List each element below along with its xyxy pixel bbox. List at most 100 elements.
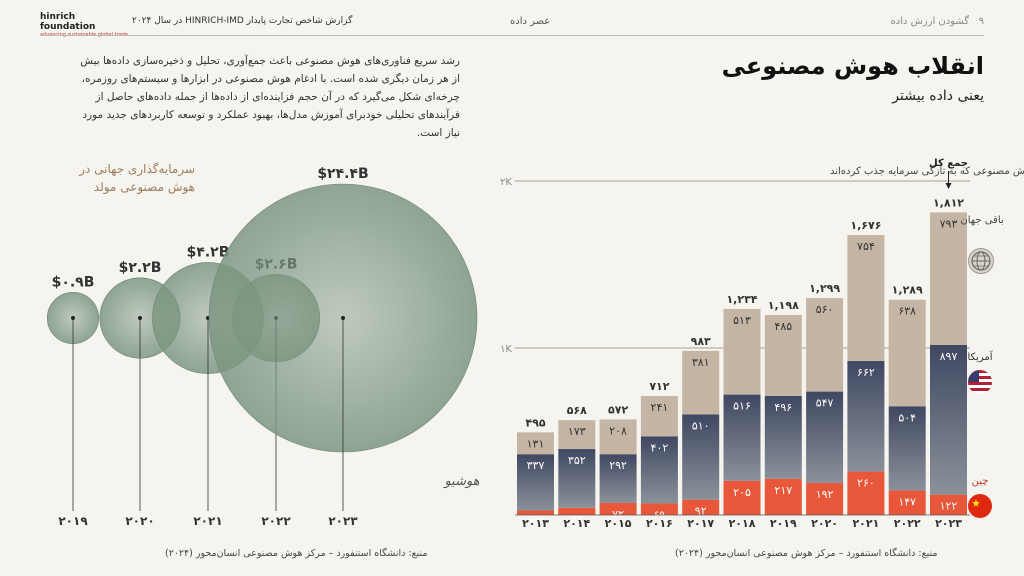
bar-label-2-2: ۲۰۸ <box>609 424 627 437</box>
bar-label-2-7: ۵۶۰ <box>816 303 834 316</box>
bar-2-10 <box>930 212 967 345</box>
legend-china: چین <box>971 476 989 487</box>
bar-2-6 <box>764 314 802 396</box>
bar-label-2-8: ۷۵۴ <box>857 240 875 253</box>
total-label: جمع کل <box>929 158 968 169</box>
bar-year-0: ۲۰۱۳ <box>522 517 549 530</box>
bar-0-1 <box>558 507 596 515</box>
bar-total-4: ۹۸۳ <box>691 335 711 348</box>
intro-paragraph: رشد سریع فناوری‌های هوش مصنوعی باعث جمع‌… <box>80 55 460 139</box>
bar-2-7 <box>806 298 844 392</box>
page-number: ۹ <box>978 16 984 27</box>
bar-2-4 <box>682 350 720 415</box>
bar-label-0-10: ۱۲۲ <box>940 500 958 513</box>
bar-label-2-10: ۷۹۳ <box>940 217 958 230</box>
bar-label-1-8: ۶۶۲ <box>857 366 875 379</box>
bar-1-8 <box>847 361 885 472</box>
bar-label-0-6: ۲۱۷ <box>774 484 792 497</box>
bar-2-8 <box>847 235 885 362</box>
bar-2-2 <box>599 419 637 455</box>
bar-total-8: ۱,۶۷۶ <box>850 219 881 232</box>
bar-label-1-7: ۵۴۷ <box>816 397 834 410</box>
bubble-dot-4 <box>341 316 345 320</box>
bar-total-2: ۵۷۲ <box>608 403 628 416</box>
bar-label-2-4: ۳۸۱ <box>692 356 710 369</box>
section-label: عصر داده <box>510 16 551 27</box>
bar-label-1-0: ۳۳۷ <box>527 459 545 472</box>
bar-0-10 <box>930 494 967 515</box>
bar-total-6: ۱,۱۹۸ <box>768 299 799 312</box>
bar-label-1-3: ۴۰۲ <box>651 441 669 454</box>
bar-year-9: ۲۰۲۲ <box>894 517 921 530</box>
bar-1-0 <box>517 454 554 511</box>
bar-total-10: ۱,۸۱۲ <box>933 196 964 209</box>
bubble-label-4: $۲۴.۴B <box>317 166 368 182</box>
bar-1-10 <box>930 344 967 495</box>
bar-label-2-0: ۱۳۱ <box>527 437 545 450</box>
stacked-bar-chart: ۱K ۲K تعداد شرکت‌های هوش مصنوعی که به تازگ… <box>500 158 1024 530</box>
gridline-label-0: ۱K <box>500 344 512 355</box>
bar-year-6: ۲۰۱۹ <box>770 517 797 530</box>
legend-usa: آمریکا <box>967 352 993 363</box>
bar-label-0-9: ۱۴۷ <box>898 495 916 508</box>
bar-label-1-4: ۵۱۰ <box>692 419 710 432</box>
page-section: گشودن ارزش داده <box>890 16 970 27</box>
bubble-chart: $۰.۹B۲۰۱۹$۲.۲B۲۰۲۰$۴.۲B۲۰۲۱$۲.۶B۲۰۲۲$۲۴.… <box>46 166 480 528</box>
bar-label-2-3: ۲۴۱ <box>651 401 669 414</box>
bar-label-0-2: ۷۲ <box>612 508 624 521</box>
bar-year-7: ۲۰۲۰ <box>811 517 838 530</box>
usa-flag-icon <box>968 370 992 394</box>
bubble-dot-1 <box>138 316 142 320</box>
bar-label-0-8: ۲۶۰ <box>857 477 875 490</box>
bar-1-7 <box>806 391 844 483</box>
bar-label-1-1: ۳۵۲ <box>568 454 586 467</box>
bar-total-5: ۱,۲۳۴ <box>726 293 757 306</box>
bar-1-4 <box>682 414 720 500</box>
bar-1-6 <box>764 395 802 479</box>
bar-1-9 <box>888 406 926 491</box>
bar-2-1 <box>558 420 596 450</box>
header-divider <box>40 35 984 36</box>
right-source-note: منبع: دانشگاه استنفورد – مرکز هوش مصنوعی… <box>675 548 938 559</box>
china-flag-icon <box>968 494 992 518</box>
bar-label-0-4: ۹۲ <box>695 505 707 518</box>
report-title: گزارش شاخص تجارت پایدار HINRICH-IMD در س… <box>132 16 353 26</box>
bar-0-8 <box>847 471 885 515</box>
legend-rest-of-world: باقی جهان <box>960 215 1004 226</box>
bar-0-9 <box>888 490 926 515</box>
bar-0-4 <box>682 499 720 515</box>
bar-year-4: ۲۰۱۷ <box>687 517 714 530</box>
bar-total-9: ۱,۲۸۹ <box>892 284 923 297</box>
bar-total-0: ۴۹۵ <box>525 416 545 429</box>
bar-year-1: ۲۰۱۴ <box>563 517 590 530</box>
bar-label-0-7: ۱۹۲ <box>816 488 834 501</box>
bar-2-0 <box>517 432 554 455</box>
bar-label-2-1: ۱۷۳ <box>568 425 586 438</box>
bar-label-0-1: ۴۳ <box>571 513 583 526</box>
bubble-label-1: $۲.۲B <box>119 260 162 276</box>
logo-name: hinrich foundation <box>40 12 96 32</box>
bar-label-2-5: ۵۱۳ <box>733 314 751 327</box>
bar-1-3 <box>640 436 678 504</box>
bar-0-0 <box>517 510 554 515</box>
bar-0-3 <box>640 503 678 515</box>
bar-year-8: ۲۰۲۱ <box>852 517 879 530</box>
bubble-year-1: ۲۰۲۰ <box>125 514 154 528</box>
bar-2-5 <box>723 308 761 395</box>
bar-label-1-2: ۲۹۲ <box>609 459 627 472</box>
bar-year-2: ۲۰۱۵ <box>605 517 632 530</box>
bar-year-10: ۲۰۲۳ <box>935 517 962 530</box>
bar-chart-title: تعداد شرکت‌های هوش مصنوعی که به تازگی سر… <box>830 165 1024 177</box>
gridline-label-1: ۲K <box>500 177 512 188</box>
bar-1-5 <box>723 394 761 481</box>
watermark: هوشیو <box>442 474 479 489</box>
bar-label-1-10: ۸۹۷ <box>940 350 958 363</box>
bar-label-2-6: ۴۸۵ <box>774 320 792 333</box>
left-source-note: منبع: دانشگاه استنفورد – مرکز هوش مصنوعی… <box>165 548 428 559</box>
bar-0-5 <box>723 480 761 515</box>
bar-label-1-5: ۵۱۶ <box>733 400 751 413</box>
page-subtitle: یعنی داده بیشتر <box>892 88 984 104</box>
bar-total-1: ۵۶۸ <box>567 404 587 417</box>
page-number-label: ۹ گشودن ارزش داده <box>891 16 985 27</box>
bar-0-2 <box>599 502 637 515</box>
